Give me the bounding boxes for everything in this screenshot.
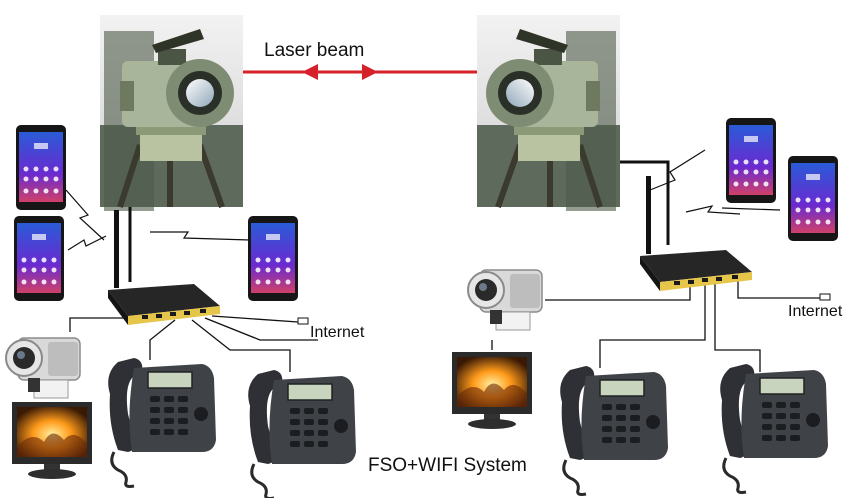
lan-cables bbox=[69, 280, 820, 372]
smartphone-left-2-icon bbox=[14, 216, 64, 301]
fso-uplink-cables bbox=[128, 160, 670, 282]
monitor-left-icon bbox=[12, 402, 92, 479]
smartphone-left-1-icon bbox=[16, 125, 66, 210]
monitor-right-icon bbox=[452, 352, 532, 429]
smartphone-right-1-icon bbox=[726, 118, 776, 203]
ip-phone-left-1-icon bbox=[106, 356, 218, 488]
wifi-router-left-icon bbox=[108, 210, 220, 325]
smartphone-right-2-icon bbox=[788, 156, 838, 241]
internet-label-left: Internet bbox=[310, 324, 365, 341]
fso-terminal-right-icon bbox=[477, 15, 620, 211]
system-title: FSO+WIFI System bbox=[368, 455, 527, 476]
video-camera-right-icon bbox=[467, 269, 543, 331]
laser-arrow-left bbox=[302, 64, 318, 80]
internet-plug-left-icon bbox=[297, 317, 309, 325]
video-camera-left-icon bbox=[5, 337, 81, 399]
ip-phone-right-2-icon bbox=[718, 362, 830, 494]
ip-phone-right-1-icon bbox=[558, 364, 670, 496]
fso-terminal-left-icon bbox=[100, 15, 243, 211]
internet-plug-right-icon bbox=[819, 293, 831, 301]
wifi-links bbox=[65, 149, 781, 251]
internet-label-right: Internet bbox=[788, 303, 843, 320]
laser-beam-label: Laser beam bbox=[264, 40, 365, 61]
smartphone-left-3-icon bbox=[248, 216, 298, 301]
laser-arrow-right bbox=[362, 64, 378, 80]
ip-phone-left-2-icon bbox=[246, 368, 358, 498]
